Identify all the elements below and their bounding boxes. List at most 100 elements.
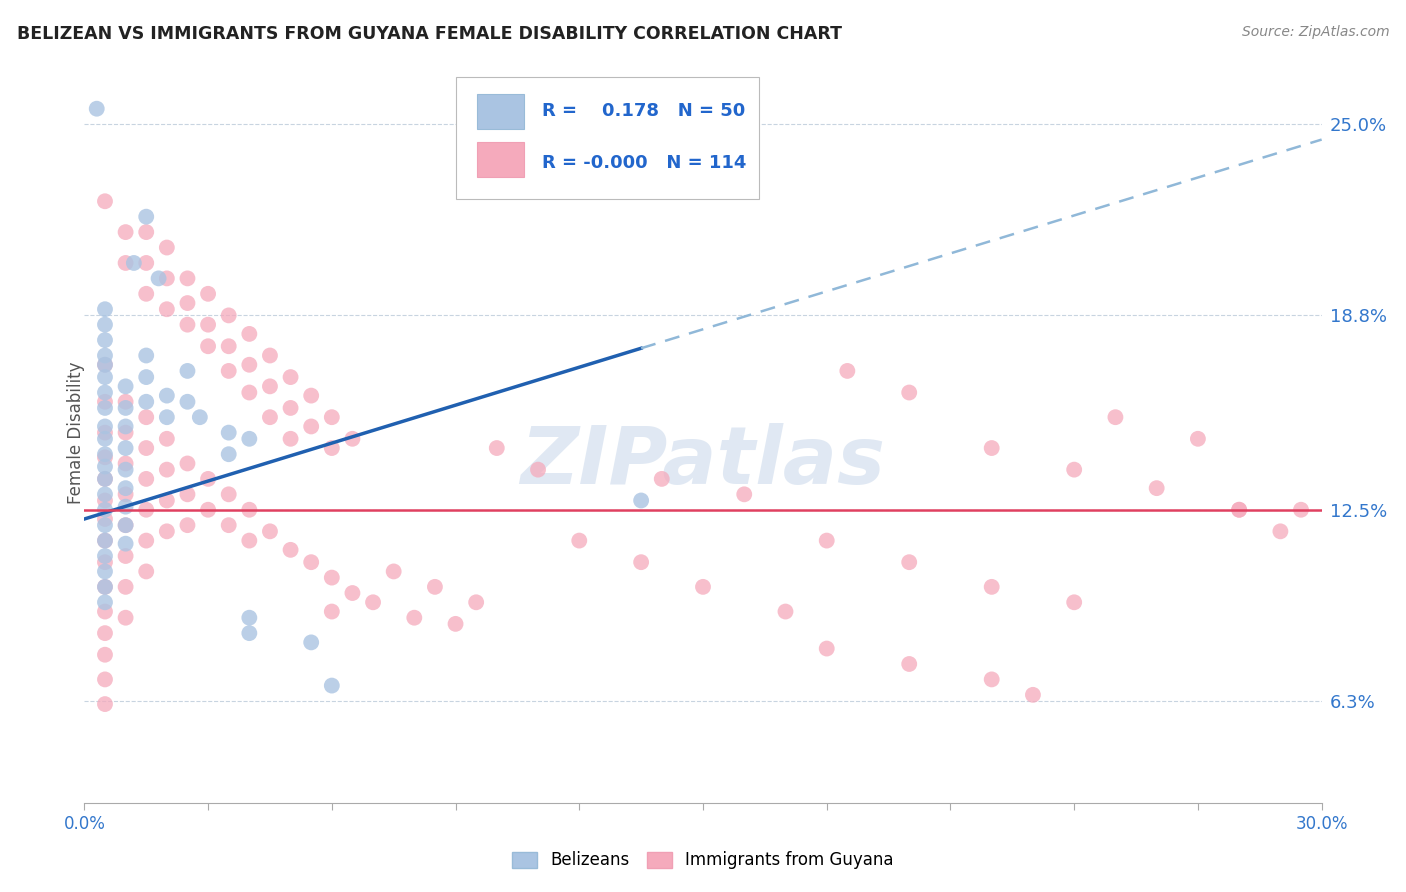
Point (94, 385, 117, 400)
Point (176, 318, 198, 332)
Point (94, 425, 117, 440)
Point (94, 401, 117, 415)
Point (94, 533, 117, 548)
Point (197, 318, 219, 332)
Point (94, 673, 117, 687)
Point (259, 379, 281, 393)
Point (148, 271, 170, 285)
Point (94, 349, 117, 363)
Point (238, 611, 260, 625)
Point (197, 339, 219, 353)
Point (114, 481, 136, 495)
Point (485, 441, 508, 455)
Point (114, 518, 136, 533)
Point (114, 225, 136, 239)
Point (114, 518, 136, 533)
Point (1289, 502, 1312, 516)
Point (321, 571, 343, 585)
Text: ZIPatlas: ZIPatlas (520, 423, 886, 501)
Point (280, 432, 302, 446)
Point (775, 605, 797, 619)
Point (114, 580, 136, 594)
Point (1187, 432, 1209, 446)
Text: R = -0.000   N = 114: R = -0.000 N = 114 (543, 153, 747, 171)
Point (1227, 502, 1250, 516)
Point (156, 493, 179, 508)
Point (114, 419, 136, 434)
Point (280, 401, 302, 415)
Point (630, 493, 652, 508)
Point (135, 533, 157, 548)
Point (299, 555, 322, 569)
Point (1063, 462, 1085, 476)
Point (114, 457, 136, 471)
Point (238, 385, 260, 400)
Point (135, 349, 157, 363)
Point (299, 389, 322, 403)
Point (94, 555, 117, 569)
Point (299, 635, 322, 649)
Point (280, 370, 302, 384)
Point (197, 286, 219, 301)
Point (156, 389, 179, 403)
Point (94, 487, 117, 501)
Point (218, 447, 240, 461)
Point (197, 472, 219, 486)
Point (135, 502, 157, 516)
Point (94, 302, 117, 317)
Point (94, 358, 117, 372)
Point (197, 502, 219, 516)
Point (238, 432, 260, 446)
Point (1063, 595, 1085, 609)
Point (630, 555, 652, 569)
Text: BELIZEAN VS IMMIGRANTS FROM GUYANA FEMALE DISABILITY CORRELATION CHART: BELIZEAN VS IMMIGRANTS FROM GUYANA FEMAL… (17, 25, 842, 43)
Point (135, 441, 157, 455)
Point (135, 472, 157, 486)
Point (321, 410, 343, 425)
Point (94, 432, 117, 446)
Point (135, 394, 157, 409)
Point (135, 256, 157, 270)
Point (94, 580, 117, 594)
Point (176, 271, 198, 285)
Point (94, 533, 117, 548)
Point (94, 512, 117, 526)
Point (259, 524, 281, 539)
Point (135, 286, 157, 301)
Point (1146, 481, 1168, 495)
Point (135, 410, 157, 425)
Point (815, 641, 838, 656)
Point (238, 502, 260, 516)
Point (280, 542, 302, 557)
Point (94, 318, 117, 332)
Point (218, 518, 240, 533)
Point (94, 472, 117, 486)
Point (114, 500, 136, 514)
Point (423, 580, 446, 594)
Point (94, 333, 117, 347)
Point (156, 302, 179, 317)
Point (465, 595, 488, 609)
Point (94, 518, 117, 533)
Point (122, 256, 145, 270)
Point (94, 580, 117, 594)
Point (94, 447, 117, 461)
Point (218, 339, 240, 353)
Point (114, 256, 136, 270)
Point (94, 394, 117, 409)
Point (94, 459, 117, 474)
Point (692, 580, 714, 594)
Point (837, 364, 859, 378)
Point (444, 616, 467, 631)
Bar (477, 142, 523, 178)
Point (815, 533, 838, 548)
Point (94, 697, 117, 711)
Point (898, 555, 921, 569)
Point (94, 472, 117, 486)
Point (218, 425, 240, 440)
Point (156, 410, 179, 425)
Point (114, 462, 136, 476)
Point (299, 419, 322, 434)
Point (114, 401, 136, 415)
Point (94, 358, 117, 372)
